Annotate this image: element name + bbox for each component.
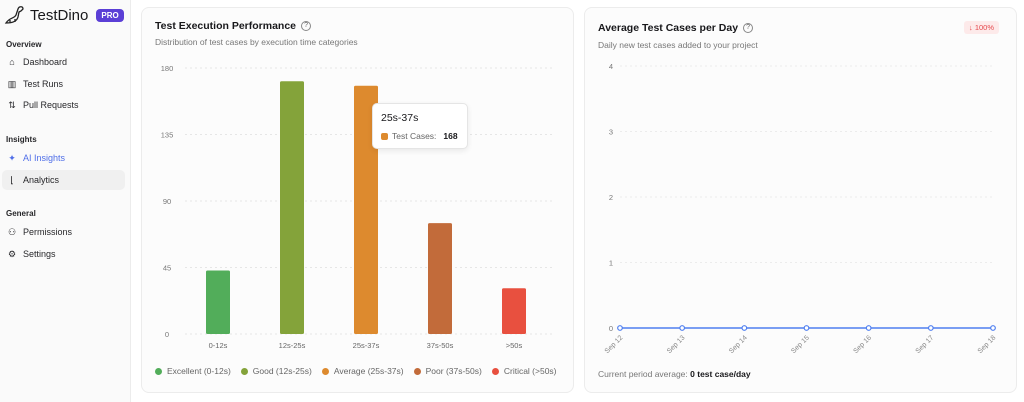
y-tick-label: 180: [161, 64, 174, 73]
legend-swatch: [321, 367, 329, 375]
y-tick-label: 3: [609, 128, 613, 137]
pro-badge: PRO: [96, 8, 124, 22]
bar-chart: 0 45 90 135 180 0-12s 12s-25s 25s-37s 37s-50s >50…: [161, 64, 555, 350]
performance-subtitle: Distribution of test cases by execution …: [155, 37, 358, 47]
title-text: Test Execution Performance: [155, 20, 297, 32]
x-tick-label: 37s-50s: [427, 341, 454, 350]
tooltip-swatch: [381, 132, 388, 140]
legend-swatch: [240, 367, 248, 375]
help-icon[interactable]: ?: [743, 23, 754, 33]
legend-label: Poor (37s-50s): [425, 366, 482, 376]
y-tick-label: 45: [163, 264, 171, 273]
data-point: [617, 325, 623, 331]
sidebar-item-label: Test Runs: [23, 79, 64, 89]
sidebar-item-label: Pull Requests: [23, 100, 79, 110]
change-badge: ↓ 100%: [964, 21, 1000, 34]
performance-title: Test Execution Performance?: [155, 20, 312, 32]
x-tick-label: Sep 12: [604, 334, 625, 355]
sidebar-item-test-runs[interactable]: ▥ Test Runs: [2, 74, 125, 94]
y-tick-label: 4: [609, 62, 613, 71]
chart-legend: Excellent (0-12s) Good (12s-25s) Average (…: [155, 366, 557, 376]
home-icon: ⌂: [9, 57, 15, 67]
tooltip-value: 168: [443, 131, 458, 141]
x-tick-label: Sep 17: [915, 334, 936, 355]
legend-swatch: [155, 367, 162, 375]
sidebar-item-dashboard[interactable]: ⌂ Dashboard: [2, 52, 125, 72]
sidebar-item-analytics[interactable]: ⌊ Analytics: [2, 170, 125, 190]
dino-logo-icon: [4, 6, 24, 24]
help-icon[interactable]: ?: [301, 21, 312, 31]
sidebar-item-permissions[interactable]: ⚇ Permissions: [2, 222, 125, 242]
data-point: [679, 325, 686, 331]
avg-title: Average Test Cases per Day?: [598, 22, 754, 34]
legend-item[interactable]: Good (12s-25s): [240, 366, 312, 376]
bar-37s-50s: [428, 223, 452, 334]
sidebar-item-label: Analytics: [23, 175, 60, 185]
sidebar-item-ai-insights[interactable]: ✦ AI Insights: [2, 148, 125, 168]
period-average: Current period average: 0 test case/day: [598, 369, 751, 379]
period-average-label: Current period average:: [598, 369, 688, 379]
x-tick-label: 12s-25s: [279, 341, 306, 350]
section-overview: Overview: [6, 40, 42, 49]
logo[interactable]: TestDino PRO: [4, 5, 124, 25]
sidebar-item-label: Settings: [23, 249, 56, 259]
legend-label: Critical (>50s): [503, 366, 557, 376]
section-insights: Insights: [6, 135, 37, 144]
bar-12s-25s: [280, 81, 304, 334]
legend-label: Good (12s-25s): [252, 366, 312, 376]
sparkles-icon: ✦: [8, 152, 16, 163]
x-tick-label: 0-12s: [209, 341, 228, 350]
data-point: [990, 325, 996, 331]
y-tick-label: 2: [609, 193, 613, 202]
y-tick-label: 1: [609, 259, 613, 268]
y-tick-label: 0: [165, 330, 169, 339]
sidebar: TestDino PRO Overview ⌂ Dashboard ▥ Test R…: [0, 0, 131, 402]
x-tick-label: Sep 18: [977, 334, 998, 355]
y-tick-label: 135: [161, 131, 174, 140]
x-tick-label: Sep 13: [666, 334, 687, 355]
bar-25s-37s: [354, 85, 378, 334]
x-tick-label: Sep 14: [728, 334, 749, 355]
data-point: [803, 325, 810, 331]
legend-item[interactable]: Critical (>50s): [491, 366, 557, 376]
brand-name: TestDino: [30, 6, 89, 24]
sidebar-item-label: Dashboard: [23, 57, 68, 67]
period-average-value: 0 test case/day: [690, 369, 751, 379]
avg-subtitle: Daily new test cases added to your proje…: [598, 40, 758, 50]
users-icon: ⚇: [7, 226, 17, 237]
gear-icon: ⚙: [7, 248, 17, 259]
sidebar-item-label: AI Insights: [23, 153, 66, 163]
line-chart: 0 1 2 3 4 Sep 12 Sep 13 Sep 14 Sep 15 Sep 16 Sep 1…: [604, 62, 998, 355]
legend-label: Excellent (0-12s): [167, 366, 231, 376]
legend-item[interactable]: Excellent (0-12s): [155, 366, 231, 376]
line-chart-icon: ⌊: [10, 174, 14, 185]
bar-chart-icon: ▥: [7, 78, 17, 89]
x-tick-label: 25s-37s: [353, 341, 380, 350]
data-point: [741, 325, 748, 331]
tooltip-label: Test Cases:: [392, 131, 437, 141]
sidebar-item-settings[interactable]: ⚙ Settings: [2, 244, 125, 264]
title-text: Average Test Cases per Day: [598, 22, 739, 34]
legend-item[interactable]: Average (25s-37s): [321, 366, 404, 376]
y-tick-label: 90: [163, 197, 171, 206]
bar-0-12s: [206, 270, 230, 334]
x-tick-label: >50s: [506, 341, 523, 350]
legend-swatch: [491, 367, 499, 375]
tooltip-title: 25s-37s: [381, 112, 419, 124]
legend-item[interactable]: Poor (37s-50s): [413, 366, 482, 376]
data-point: [865, 325, 872, 331]
x-tick-label: Sep 15: [790, 334, 811, 355]
bar->50s: [502, 288, 526, 334]
sidebar-item-pull-requests[interactable]: ⇅ Pull Requests: [2, 95, 125, 115]
legend-label: Average (25s-37s): [333, 366, 404, 376]
sidebar-item-label: Permissions: [23, 227, 73, 237]
x-tick-label: Sep 16: [852, 334, 873, 355]
git-pull-request-icon: ⇅: [8, 99, 16, 110]
data-point: [927, 325, 934, 331]
chart-tooltip: 25s-37s Test Cases: 168: [372, 103, 468, 149]
y-tick-label: 0: [609, 324, 613, 333]
legend-swatch: [413, 367, 421, 375]
section-general: General: [6, 209, 36, 218]
